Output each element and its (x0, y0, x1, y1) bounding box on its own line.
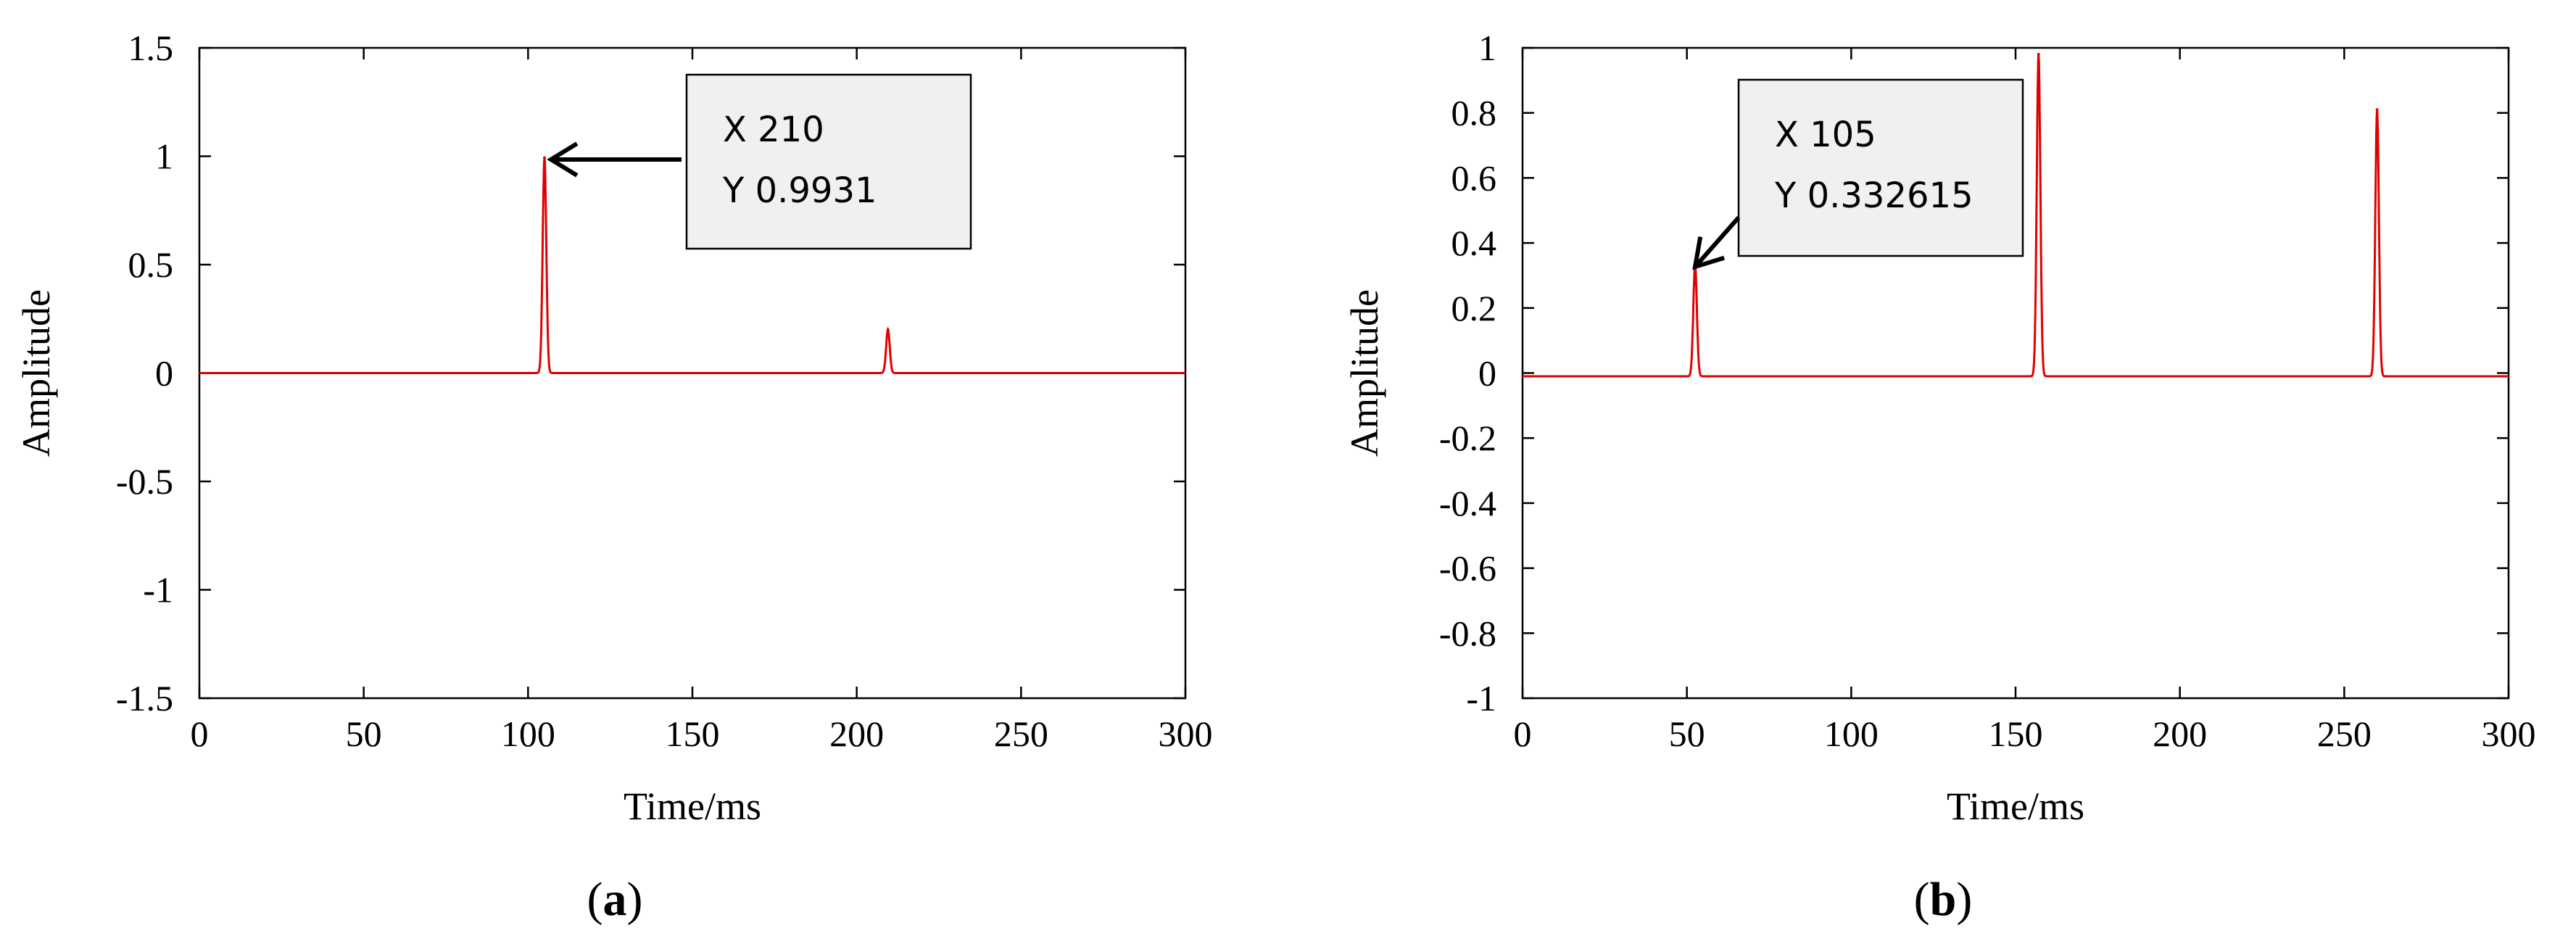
x-tick-label: 50 (1669, 713, 1705, 754)
x-axis-label: Time/ms (1947, 784, 2084, 828)
x-tick-label: 0 (1514, 713, 1532, 754)
y-tick-label: -0.6 (1439, 548, 1496, 589)
signal-line (199, 157, 1185, 374)
y-tick-label: 0.6 (1451, 157, 1497, 198)
peak-point (886, 328, 890, 331)
annotation-arrowhead (547, 141, 579, 178)
chart-panel-a: (a) 0 50 100 150 200 250 300 1.5 1 0.5 0 -0.5 -1 -1.5… (15, 28, 1213, 926)
y-tick-label: -0.4 (1439, 483, 1496, 523)
x-tick-label: 250 (2317, 713, 2372, 754)
peak-point (2375, 108, 2379, 112)
y-tick-label: -0.8 (1439, 613, 1496, 653)
y-tick-label: 0.8 (1451, 93, 1497, 133)
y-axis-label: Amplitude (1343, 289, 1386, 457)
y-tick-label: 0 (1478, 353, 1496, 394)
x-tick-label: 250 (994, 713, 1048, 754)
y-tick-label: -0.5 (116, 461, 173, 502)
chart-panel-b: (b) 0 50 100 150 200 250 300 1 0.8 0.6 0.4 0.2 0 -0.2… (1343, 28, 2536, 926)
datatip-text: X 210 (723, 109, 824, 150)
y-tick-label: 0.4 (1451, 223, 1497, 263)
x-tick-label: 100 (501, 713, 555, 754)
datatip-text: X 105 (1775, 115, 1876, 155)
annotation-arrow (1693, 216, 1741, 268)
x-tick-label: 150 (666, 713, 720, 754)
datatip-text: Y 0.9931 (722, 170, 877, 211)
panel-label-b: (b) (1914, 873, 1973, 926)
signal-line (1523, 54, 2509, 378)
x-tick-label: 100 (1824, 713, 1879, 754)
x-axis-label: Time/ms (624, 784, 761, 828)
datatip-box (685, 73, 972, 250)
datatip-text: Y 0.332615 (1774, 175, 1974, 216)
y-tick-label: -1 (1466, 678, 1496, 719)
y-tick-label: 1.5 (128, 28, 174, 68)
x-tick-label: 0 (191, 713, 209, 754)
y-tick-label: -1.5 (116, 678, 173, 719)
y-tick-label: 0 (155, 353, 173, 394)
x-tick-label: 300 (1159, 713, 1213, 754)
y-axis-label: Amplitude (15, 289, 58, 457)
y-tick-label: -1 (143, 570, 173, 610)
annotation-arrowhead (1692, 236, 1726, 270)
y-tick-label: 0.5 (128, 244, 174, 285)
x-tick-label: 300 (2482, 713, 2536, 754)
x-tick-label: 150 (1989, 713, 2043, 754)
y-tick-label: 0.2 (1451, 288, 1497, 328)
y-tick-label: 1 (1478, 28, 1496, 68)
peak-point (543, 156, 546, 160)
peak-point (2037, 52, 2040, 56)
x-tick-label: 50 (346, 713, 382, 754)
x-tick-label: 200 (829, 713, 884, 754)
x-tick-label: 200 (2153, 713, 2207, 754)
panel-label-a: (a) (587, 873, 643, 926)
y-tick-label: -0.2 (1439, 418, 1496, 458)
y-tick-label: 1 (155, 136, 173, 177)
datatip-box (1737, 78, 2024, 257)
